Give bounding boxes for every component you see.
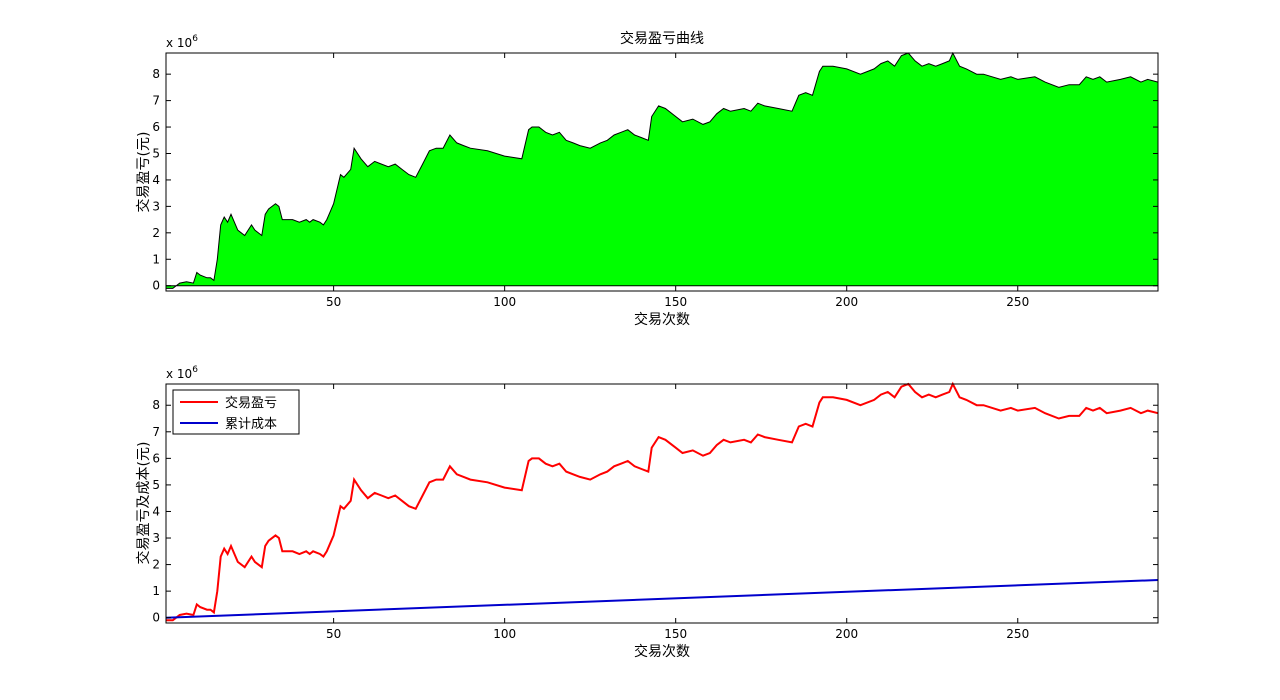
c2-ytick-label: 5	[152, 478, 160, 492]
c1-ytick-label: 0	[152, 279, 160, 293]
c2-xtick-label: 200	[835, 627, 858, 641]
c2-ytick-label: 7	[152, 425, 160, 439]
c1-ytick-label: 6	[152, 120, 160, 134]
chart2-x-ticks: 50 100 150 200 250	[326, 384, 1029, 641]
c1-ytick-label: 5	[152, 146, 160, 160]
c2-ytick-label: 0	[152, 611, 160, 625]
chart2-x-axis-label: 交易次数	[634, 643, 690, 660]
c2-xtick-label: 150	[664, 627, 687, 641]
c1-ytick-label: 3	[152, 199, 160, 213]
chart2-scale-factor: x 106	[166, 365, 198, 381]
c1-ytick-label: 1	[152, 252, 160, 266]
legend-box	[172, 389, 300, 435]
chart2-legend: 交易盈亏 累计成本	[172, 389, 300, 435]
chart2-plot-area: 0 1 2 3 4 5 6 7 8 50 100 150 200 250	[152, 381, 1159, 641]
chart1-title: 交易盈亏曲线	[620, 30, 704, 47]
c2-xtick-label: 100	[493, 627, 516, 641]
chart2-y-ticks: 0 1 2 3 4 5 6 7 8	[152, 398, 1158, 625]
chart1-plot-area: 0 1 2 3 4 5 6 7 8 50 100 150 200 250	[152, 51, 1159, 309]
c1-xtick-label: 100	[493, 295, 516, 309]
legend-label-cost: 累计成本	[225, 417, 277, 432]
chart2-y-axis-label: 交易盈亏及成本(元)	[135, 442, 152, 565]
chart1-y-ticks: 0 1 2 3 4 5 6 7 8	[152, 67, 1158, 293]
c2-ytick-label: 3	[152, 531, 160, 545]
c2-ytick-label: 4	[152, 504, 160, 518]
legend-label-pnl: 交易盈亏	[225, 395, 277, 411]
chart1-x-ticks: 50 100 150 200 250	[326, 53, 1029, 309]
chart1-x-axis-label: 交易次数	[634, 311, 690, 328]
c1-ytick-label: 2	[152, 226, 160, 240]
pnl-line	[166, 381, 1159, 622]
chart2-axes-box	[165, 383, 1159, 624]
chart1-axes-box	[165, 52, 1159, 292]
c2-xtick-label: 50	[326, 627, 341, 641]
c2-ytick-label: 2	[152, 558, 160, 572]
chart2-plot-background	[166, 384, 1158, 623]
chart1-scale-base: x 10	[166, 36, 192, 50]
chart1-scale-factor: x 106	[166, 34, 198, 50]
c1-ytick-label: 8	[152, 67, 160, 81]
c1-xtick-label: 200	[835, 295, 858, 309]
c1-ytick-label: 7	[152, 94, 160, 108]
chart2-scale-base: x 10	[166, 367, 192, 381]
c1-xtick-label: 150	[664, 295, 687, 309]
cost-line	[165, 579, 1159, 619]
c2-xtick-label: 250	[1006, 627, 1029, 641]
chart2-marks	[165, 381, 1159, 622]
c2-ytick-label: 6	[152, 451, 160, 465]
c1-xtick-label: 50	[326, 295, 341, 309]
c2-ytick-label: 1	[152, 584, 160, 598]
c2-ytick-label: 8	[152, 398, 160, 412]
chart1-y-axis-label: 交易盈亏(元)	[135, 132, 152, 213]
chart1-scale-exponent: 6	[192, 34, 198, 44]
c1-ytick-label: 4	[152, 173, 160, 187]
chart2-scale-exponent: 6	[192, 365, 198, 375]
c1-xtick-label: 250	[1006, 295, 1029, 309]
